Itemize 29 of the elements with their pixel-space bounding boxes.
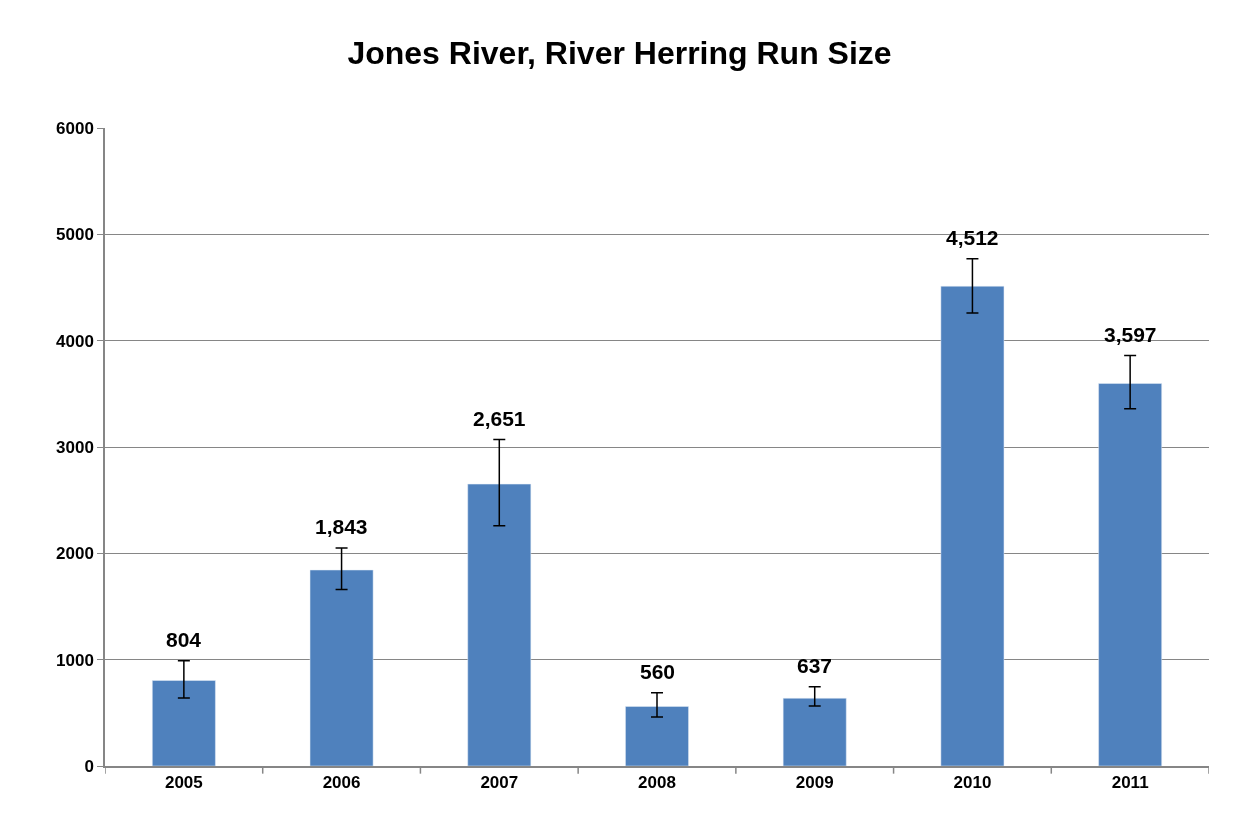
bar bbox=[940, 285, 1005, 766]
x-tick-label: 2010 bbox=[953, 773, 992, 793]
y-tick-label: 0 bbox=[84, 756, 94, 776]
bar bbox=[1098, 383, 1162, 766]
y-tick-label: 5000 bbox=[56, 225, 94, 245]
chart-title: Jones River, River Herring Run Size bbox=[347, 34, 892, 71]
data-label: 2,651 bbox=[473, 407, 526, 430]
y-tick-label: 1000 bbox=[56, 650, 94, 670]
y-tick-label: 3000 bbox=[56, 437, 94, 457]
bar bbox=[309, 569, 374, 766]
x-tick-label: 2005 bbox=[164, 773, 203, 793]
x-tick-label: 2008 bbox=[638, 773, 676, 793]
x-tick-label: 2011 bbox=[1111, 773, 1149, 793]
data-label: 560 bbox=[640, 660, 676, 683]
bar bbox=[782, 698, 847, 766]
data-label: 1,843 bbox=[315, 515, 368, 538]
data-label: 804 bbox=[166, 628, 202, 651]
bar bbox=[467, 483, 532, 766]
y-tick-label: 4000 bbox=[56, 331, 94, 351]
x-tick-label: 2009 bbox=[795, 773, 834, 793]
y-tick-label: 6000 bbox=[56, 118, 94, 138]
data-label: 3,597 bbox=[1104, 323, 1157, 346]
data-label: 637 bbox=[797, 654, 833, 677]
x-tick-label: 2006 bbox=[322, 773, 361, 793]
bar bbox=[625, 706, 689, 766]
data-label: 4,512 bbox=[946, 226, 999, 249]
y-tick-label: 2000 bbox=[56, 544, 94, 564]
x-tick-label: 2007 bbox=[480, 773, 519, 793]
bar bbox=[152, 680, 216, 766]
